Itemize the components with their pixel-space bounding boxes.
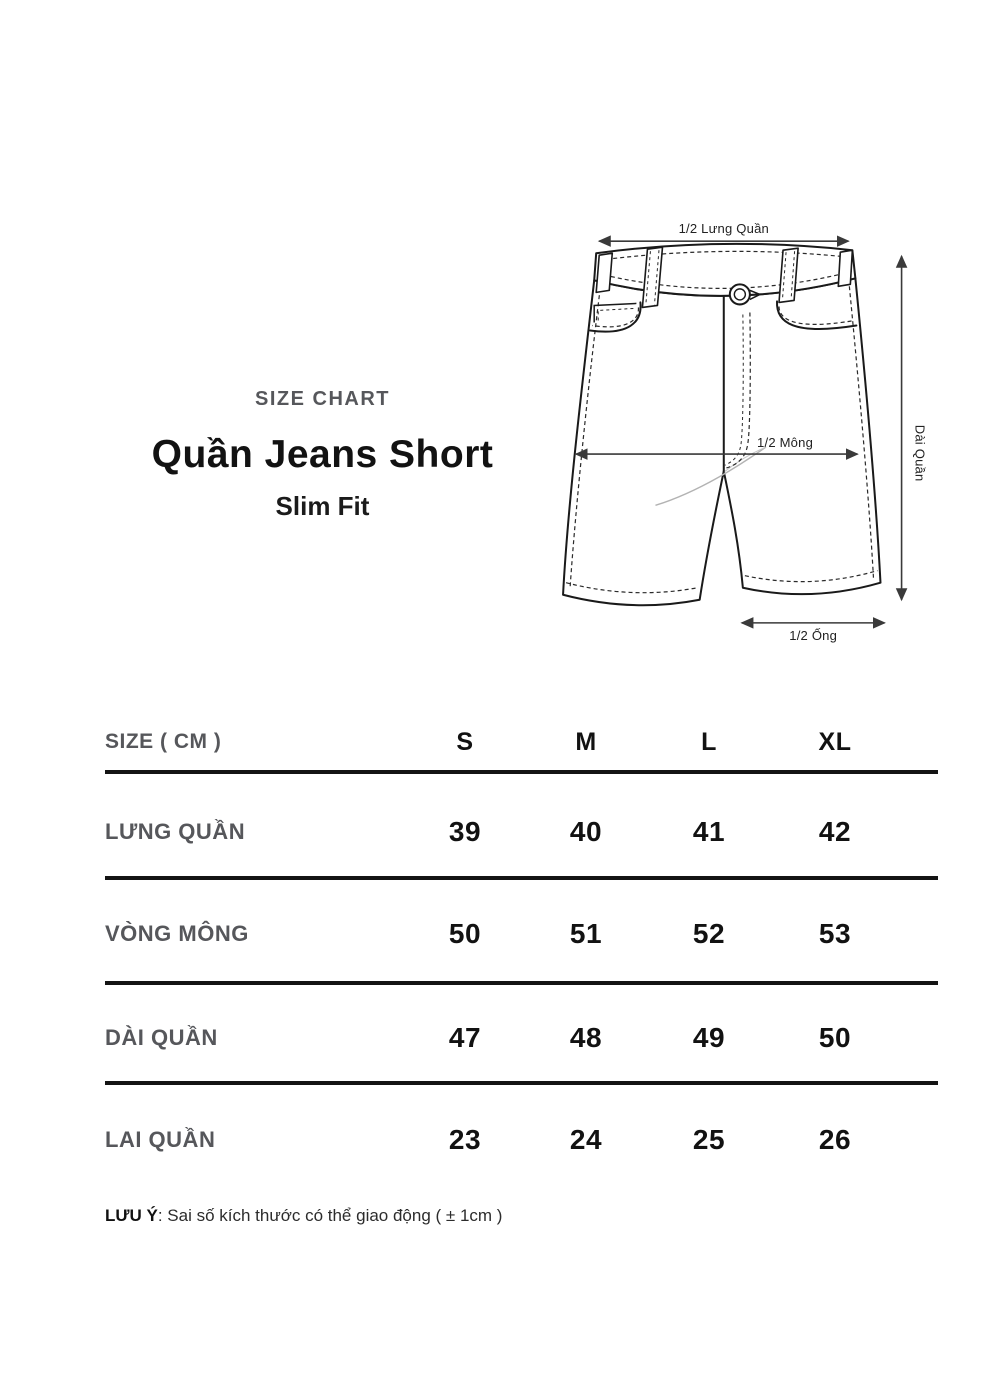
dim-label-length: Dài Quần xyxy=(913,425,928,482)
table-row-waist: LƯNG QUẦN 39 40 41 42 xyxy=(105,808,938,856)
shorts-technical-diagram: 1/2 Lưng Quần 1/2 Mông 1/2 Ống Dài Quần xyxy=(562,221,928,643)
table-row-hem: LAI QUẦN 23 24 25 26 xyxy=(105,1116,938,1164)
size-value: 50 xyxy=(818,1022,852,1053)
size-column-l: L xyxy=(701,727,717,756)
size-value: 39 xyxy=(448,816,482,847)
belt-loop-right-stitch xyxy=(782,251,796,300)
left-pocket-stitch xyxy=(592,307,639,328)
right-seam-stitch xyxy=(848,286,875,578)
size-value: 26 xyxy=(818,1124,852,1155)
table-divider xyxy=(105,770,938,774)
dim-label-half-hip: 1/2 Mông xyxy=(757,435,813,450)
note-text: : Sai số kích thước có thể giao động ( ±… xyxy=(157,1206,503,1225)
table-row-length: DÀI QUẦN 47 48 49 50 xyxy=(105,1014,938,1062)
dim-label-half-hem: 1/2 Ống xyxy=(789,628,837,643)
size-value: 40 xyxy=(569,816,603,847)
size-value: 24 xyxy=(569,1124,603,1155)
fly-j-stitch-outer xyxy=(725,312,751,469)
table-header-row: SIZE ( CM ) S M L XL xyxy=(105,722,938,762)
row-label: DÀI QUẦN xyxy=(105,1025,218,1050)
fit-subtitle: Slim Fit xyxy=(275,491,370,521)
right-pocket-stitch xyxy=(778,306,855,325)
size-column-m: M xyxy=(575,727,597,756)
size-value: 41 xyxy=(692,816,726,847)
belt-loop-right xyxy=(778,247,799,304)
fly-j-stitch-inner xyxy=(724,314,744,466)
product-title: Quần Jeans Short xyxy=(151,433,494,476)
right-pocket-opening xyxy=(776,300,858,330)
waist-button-inner xyxy=(733,288,747,301)
size-value: 51 xyxy=(569,918,603,949)
left-pocket-opening xyxy=(589,301,642,333)
title-block: SIZE CHART Quần Jeans Short Slim Fit xyxy=(95,388,550,522)
table-divider xyxy=(105,981,938,985)
size-value: 42 xyxy=(818,816,852,847)
table-row-hip: VÒNG MÔNG 50 51 52 53 xyxy=(105,910,938,958)
table-divider xyxy=(105,876,938,880)
size-value: 48 xyxy=(569,1022,603,1053)
buttonhole-mark xyxy=(749,289,762,301)
size-value: 52 xyxy=(692,918,726,949)
row-label: LƯNG QUẦN xyxy=(105,819,246,844)
size-value: 50 xyxy=(448,918,482,949)
row-label: VÒNG MÔNG xyxy=(105,921,249,946)
note-label: LƯU Ý xyxy=(105,1206,158,1225)
size-column-s: S xyxy=(456,727,474,756)
table-divider xyxy=(105,1081,938,1085)
size-value: 23 xyxy=(448,1124,482,1155)
size-chart-eyebrow: SIZE CHART xyxy=(255,388,390,410)
size-column-xl: XL xyxy=(818,727,852,756)
coin-pocket xyxy=(593,302,637,323)
belt-loop-left-stitch xyxy=(645,250,660,305)
size-value: 49 xyxy=(692,1022,726,1053)
size-value: 47 xyxy=(448,1022,482,1053)
belt-loop-right-edge xyxy=(837,249,854,288)
row-label: LAI QUẦN xyxy=(105,1127,216,1152)
size-unit-label: SIZE ( CM ) xyxy=(105,730,222,753)
dim-label-half-waist: 1/2 Lưng Quần xyxy=(679,221,769,236)
size-value: 25 xyxy=(692,1124,726,1155)
right-hem-stitch xyxy=(744,570,878,583)
waist-button xyxy=(728,283,751,306)
size-value: 53 xyxy=(818,918,852,949)
tolerance-note: LƯU Ý: Sai số kích thước có thể giao độn… xyxy=(105,1206,502,1226)
left-hem-stitch xyxy=(565,582,698,594)
waistband-bottom-stitch xyxy=(597,270,853,289)
belt-loop-left-edge xyxy=(595,252,614,294)
waistband-top-stitch xyxy=(599,250,850,261)
